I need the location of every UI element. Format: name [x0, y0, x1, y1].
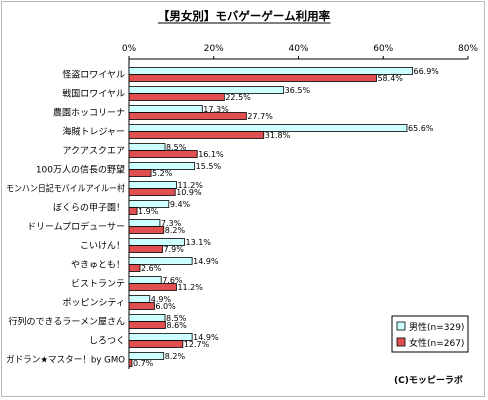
value-label-female: 10.9% [176, 188, 202, 197]
bar-female [128, 93, 225, 101]
bar-male [128, 257, 193, 265]
bar-female [128, 340, 184, 348]
category-label: 農園ホッコリーナ [53, 107, 125, 119]
bar-male [128, 333, 193, 341]
value-label-female: 5.2% [152, 169, 173, 178]
value-label-female: 22.5% [225, 93, 251, 102]
bar-male [128, 86, 285, 94]
bar-male [128, 143, 166, 151]
x-tick-label: 40% [288, 44, 308, 54]
category-label: 海賊トレジャー [62, 126, 125, 138]
category-label: 行列のできるラーメン屋さん [9, 316, 125, 328]
value-label-female: 8.6% [166, 321, 187, 330]
bar-female [128, 321, 166, 329]
value-label-male: 14.9% [193, 257, 219, 266]
value-label-female: 7.9% [163, 245, 184, 254]
value-label-female: 0.7% [133, 359, 154, 368]
value-label-female: 27.7% [247, 112, 273, 121]
category-label: モンハン日記モバイルアイルー村 [6, 183, 125, 195]
category-label: 戦国ロワイヤル [62, 88, 125, 100]
bar-female [128, 245, 163, 253]
bar-female [128, 131, 265, 139]
bar-female [128, 169, 152, 177]
bar-female [128, 264, 141, 272]
chart-title: 【男女別】モバゲーゲーム利用率 [158, 9, 331, 23]
value-label-male: 66.9% [413, 67, 439, 76]
value-label-male: 4.9% [151, 295, 172, 304]
bar-male [128, 67, 413, 75]
category-label: 100万人の信長の野望 [36, 164, 125, 176]
bar-male [128, 181, 177, 189]
x-axis-ticks: 0% 20% 40% 60% 80% [122, 44, 478, 59]
bar-female [128, 359, 133, 367]
legend-swatch-female [396, 337, 406, 347]
category-label: ビストランテ [71, 279, 125, 290]
bar-female [128, 283, 177, 291]
bar-male [128, 295, 151, 303]
legend: 男性(n=329) 女性(n=267) [391, 315, 469, 353]
value-label-male: 8.5% [166, 314, 187, 323]
bar-male [128, 352, 165, 360]
category-label: やきゅとも！ [71, 260, 125, 271]
legend-label-female: 女性(n=267) [409, 337, 464, 349]
value-label-male: 7.6% [162, 276, 183, 285]
bar-male [128, 162, 196, 170]
category-label: ドリームプロデューサー [27, 221, 125, 233]
bar-female [128, 188, 176, 196]
bar-female [128, 150, 198, 158]
value-label-female: 58.4% [377, 74, 403, 83]
value-label-female: 8.2% [165, 226, 186, 235]
x-tick-label: 60% [373, 44, 393, 54]
legend-swatch-male [396, 321, 406, 331]
category-label: しろつく [89, 336, 125, 347]
value-label-male: 65.6% [408, 124, 434, 133]
value-label-male: 8.5% [166, 143, 187, 152]
bar-female [128, 226, 165, 234]
value-label-female: 16.1% [198, 150, 224, 159]
value-label-male: 7.3% [161, 219, 182, 228]
value-label-male: 15.5% [196, 162, 222, 171]
value-label-male: 9.4% [170, 200, 191, 209]
value-label-male: 8.2% [165, 352, 186, 361]
category-label: ガドラン★マスター！by GMO [6, 355, 125, 366]
bar-male [128, 276, 162, 284]
bar-male [128, 105, 203, 113]
value-label-male: 36.5% [285, 86, 311, 95]
bar-female [128, 302, 155, 310]
bar-female [128, 112, 247, 120]
bar-male [128, 200, 170, 208]
bars [128, 67, 413, 367]
legend-label-male: 男性(n=329) [409, 321, 464, 333]
value-label-male: 17.3% [203, 105, 229, 114]
category-label: ポッピンシティ [63, 298, 125, 309]
value-label-female: 6.0% [155, 302, 176, 311]
bar-male [128, 314, 166, 322]
bar-male [128, 124, 408, 132]
bar-female [128, 207, 138, 215]
value-label-male: 11.2% [177, 181, 203, 190]
x-tick-label: 0% [122, 44, 137, 54]
category-label: こいけん！ [80, 241, 125, 252]
value-label-female: 31.8% [265, 131, 291, 140]
value-label-female: 1.9% [138, 207, 159, 216]
value-label-female: 12.7% [184, 340, 210, 349]
x-tick-label: 80% [458, 44, 478, 54]
category-label: ぼくらの甲子園！ [53, 203, 125, 214]
value-label-male: 13.1% [186, 238, 212, 247]
category-label: 怪盗ロワイヤル [62, 69, 125, 81]
bar-male [128, 219, 161, 227]
value-labels: 66.9% 58.4% 36.5% 22.5% 17.3% 27.7% 65.6% 31.8%… [133, 67, 439, 368]
x-tick-label: 20% [204, 44, 224, 54]
value-label-female: 11.2% [177, 283, 203, 292]
credit-label: (C)モッピーラボ [394, 374, 463, 386]
bar-female [128, 74, 377, 82]
value-label-female: 2.6% [141, 264, 162, 273]
value-label-male: 14.9% [193, 333, 219, 342]
category-label: アクアスクエア [62, 146, 125, 157]
